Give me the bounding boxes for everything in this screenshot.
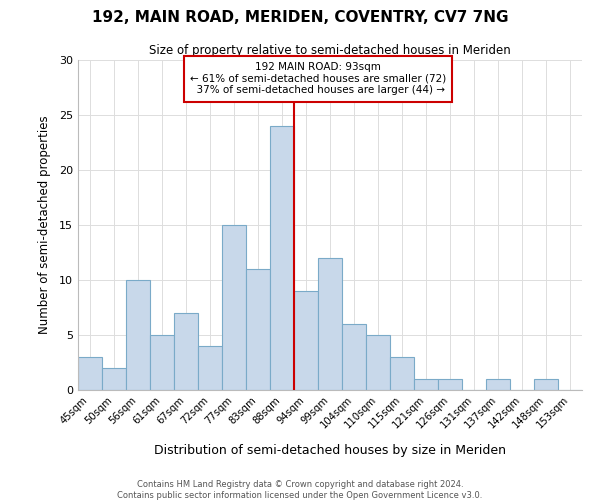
Bar (390, 357, 414, 390)
Bar (342, 324, 366, 390)
Bar (318, 258, 342, 390)
Bar (270, 126, 294, 390)
Bar (534, 379, 558, 390)
Bar (174, 313, 198, 390)
Y-axis label: Number of semi-detached properties: Number of semi-detached properties (38, 116, 50, 334)
Bar (198, 346, 222, 390)
Bar (294, 291, 318, 390)
Bar (246, 269, 270, 390)
Title: Size of property relative to semi-detached houses in Meriden: Size of property relative to semi-detach… (149, 44, 511, 58)
Text: 192 MAIN ROAD: 93sqm
← 61% of semi-detached houses are smaller (72)
  37% of sem: 192 MAIN ROAD: 93sqm ← 61% of semi-detac… (190, 62, 446, 96)
Text: Contains HM Land Registry data © Crown copyright and database right 2024.
Contai: Contains HM Land Registry data © Crown c… (118, 480, 482, 500)
Bar (102, 368, 126, 390)
X-axis label: Distribution of semi-detached houses by size in Meriden: Distribution of semi-detached houses by … (154, 444, 506, 458)
Bar (438, 379, 462, 390)
Bar (414, 379, 438, 390)
Bar (222, 225, 246, 390)
Bar (366, 335, 390, 390)
Bar (78, 357, 102, 390)
Text: 192, MAIN ROAD, MERIDEN, COVENTRY, CV7 7NG: 192, MAIN ROAD, MERIDEN, COVENTRY, CV7 7… (92, 10, 508, 25)
Bar (150, 335, 174, 390)
Bar (126, 280, 150, 390)
Bar (486, 379, 510, 390)
